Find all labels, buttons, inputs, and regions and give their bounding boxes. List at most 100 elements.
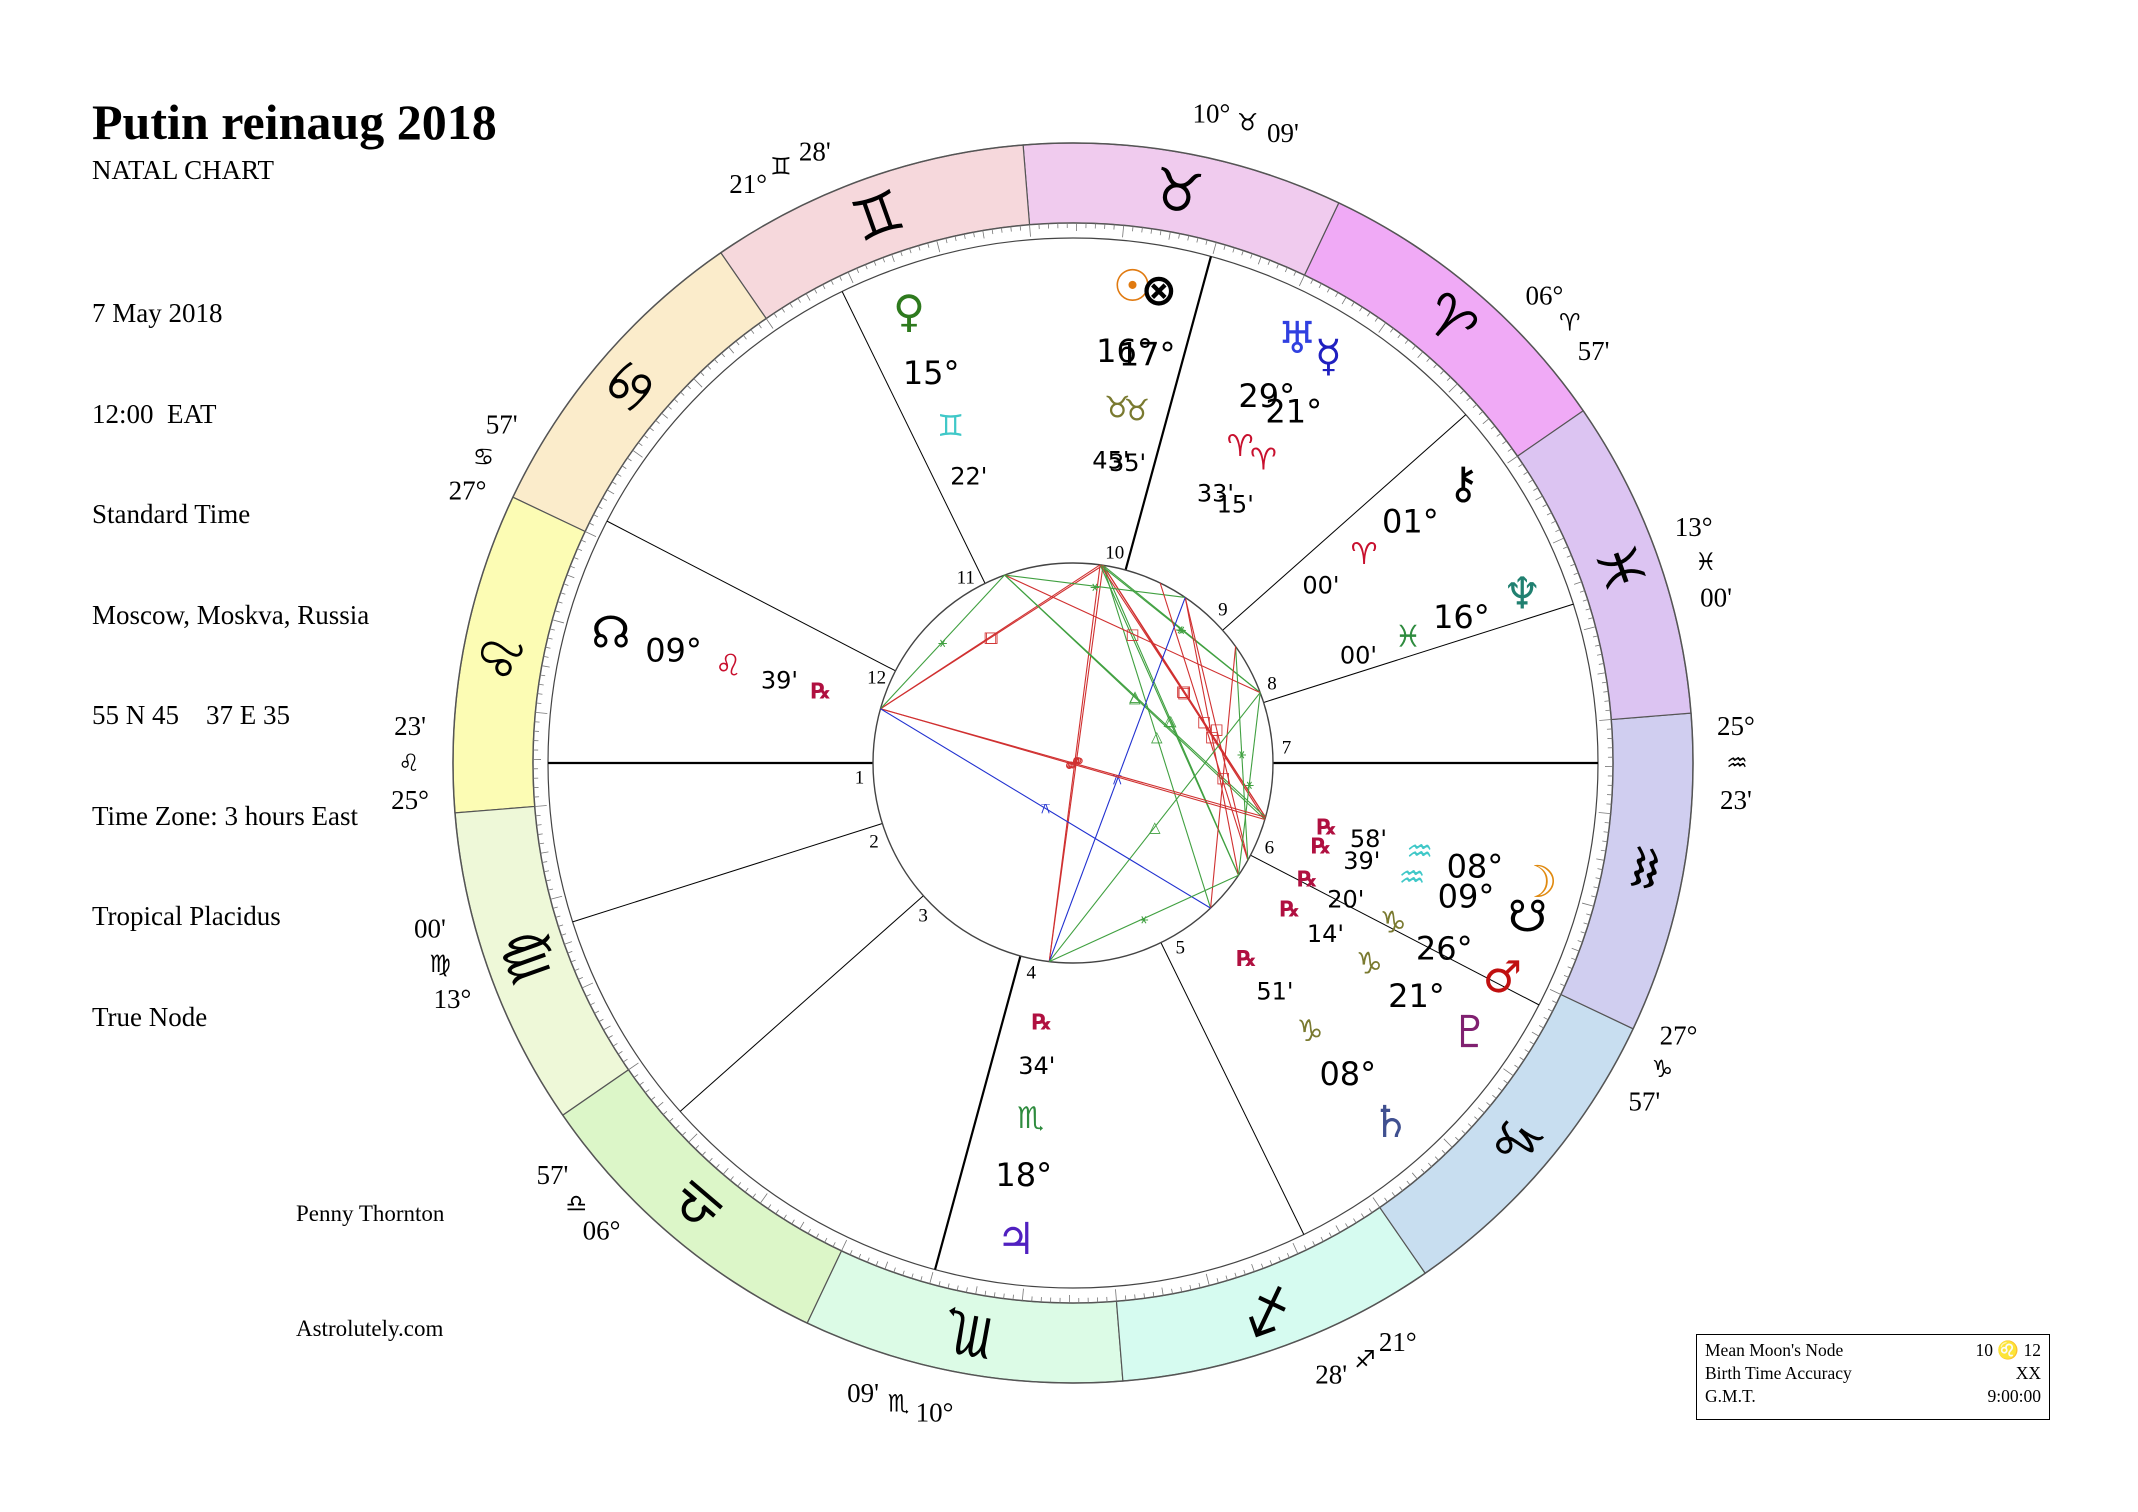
part-of-fortune-icon: ⊗ (1140, 265, 1177, 316)
degree-tick (1571, 947, 1580, 952)
degree-tick (752, 1193, 756, 1198)
degree-tick (1585, 608, 1591, 611)
degree-tick (839, 275, 843, 281)
degree-tick (1168, 231, 1171, 240)
degree-tick (936, 240, 941, 253)
degree-tick (1528, 479, 1534, 483)
degree-tick (830, 280, 834, 285)
degree-tick (824, 1237, 828, 1243)
degree-tick (1152, 1291, 1155, 1297)
planet-north-node: ☊ 09° ♌ 39' ℞ (591, 607, 830, 704)
planet-chiron: ⚷01°♈ 00' (1302, 458, 1479, 599)
degree-tick (1573, 581, 1582, 585)
planet-minutes: 22' (950, 462, 987, 490)
degree-tick (1531, 1031, 1540, 1037)
cusp-degree: 13° (433, 984, 471, 1014)
degree-tick (822, 284, 826, 290)
planet-saturn: ♄08°♑51'℞ (1237, 947, 1411, 1148)
degree-tick (1567, 966, 1573, 970)
degree-tick (1243, 1269, 1246, 1275)
degree-tick (570, 565, 575, 569)
info-value: 10 ♌ 12 (1975, 1340, 2041, 1360)
degree-tick (1143, 1293, 1145, 1299)
planet-minutes: 35' (1109, 449, 1146, 477)
degree-tick (550, 895, 563, 900)
degree-tick (902, 1270, 905, 1276)
degree-tick (909, 248, 912, 254)
cusp-sign-icon: ♎ (565, 1190, 587, 1218)
degree-tick (1596, 858, 1605, 861)
cusp-sign-icon: ♑ (1652, 1055, 1674, 1083)
cusp-sign-icon: ♈ (1559, 308, 1581, 336)
cusp-minutes: 09' (1267, 118, 1299, 148)
cusp-degree: 10° (1193, 99, 1231, 129)
degree-tick (1466, 397, 1471, 402)
degree-tick (1446, 376, 1451, 381)
degree-tick (1161, 1287, 1164, 1296)
cusp-minutes: 28' (1315, 1360, 1347, 1390)
degree-tick (773, 313, 778, 318)
degree-tick (623, 1058, 628, 1063)
planet-minutes: 51' (1256, 978, 1293, 1006)
degree-tick (577, 548, 583, 552)
degree-tick (765, 318, 774, 329)
degree-tick (661, 412, 669, 419)
aspect-symbol-icon: △ (1164, 711, 1176, 729)
degree-tick (1581, 902, 1594, 907)
degree-tick (1482, 418, 1490, 425)
planet-sign-icon: ♉ (1104, 390, 1131, 425)
degree-tick (1428, 1162, 1432, 1167)
aspect-symbol-icon: ⚹ (1245, 775, 1254, 793)
degree-tick (1397, 333, 1402, 339)
house-number-12: 12 (867, 667, 886, 688)
detail-coordinates: 55 N 45 37 E 35 (92, 700, 290, 730)
degree-tick (589, 522, 594, 526)
degree-tick (1433, 363, 1438, 369)
degree-tick (693, 378, 703, 388)
degree-tick (841, 1239, 848, 1252)
degree-tick (1426, 357, 1431, 362)
degree-tick (1560, 983, 1565, 987)
degree-tick (563, 583, 569, 586)
degree-tick (1563, 974, 1569, 978)
aspect-line (1004, 574, 1186, 598)
degree-tick (1535, 495, 1543, 501)
house-cusp-line-2 (572, 823, 883, 923)
degree-tick (541, 665, 550, 668)
planet-uranus: ♅ 29° ♈ 33' (1197, 313, 1317, 507)
degree-tick (680, 391, 685, 396)
degree-tick (1594, 644, 1601, 647)
aspect-line (1159, 582, 1249, 861)
jupiter-icon: ♃ (996, 1214, 1035, 1265)
degree-tick (993, 1292, 996, 1298)
degree-tick (973, 232, 975, 238)
degree-tick (539, 842, 545, 845)
degree-tick (799, 1221, 805, 1230)
house-number-11: 11 (957, 567, 975, 588)
aspect-line (1099, 564, 1266, 818)
planet-sign-icon: ♓ (1395, 619, 1422, 654)
degree-tick (597, 505, 603, 510)
degree-tick (927, 242, 930, 248)
degree-tick (911, 1273, 914, 1279)
cusp-minutes: 57' (1578, 336, 1610, 366)
degree-tick (1502, 440, 1507, 445)
degree-tick (743, 335, 747, 340)
degree-tick (656, 1101, 664, 1108)
degree-tick (1597, 672, 1606, 675)
degree-tick (1198, 1282, 1201, 1288)
degree-tick (673, 398, 679, 403)
degree-tick (1552, 1000, 1557, 1004)
detail-time-type: Standard Time (92, 499, 251, 529)
degree-tick (1234, 1272, 1237, 1278)
planet-degree: 09° (645, 631, 702, 669)
aspect-symbol-icon: ☍ (1065, 754, 1080, 772)
house-cusp-line-5 (1160, 942, 1305, 1235)
degree-tick (1478, 411, 1484, 416)
house-number-4: 4 (1027, 962, 1037, 983)
retrograde-icon: ℞ (811, 679, 831, 704)
degree-tick (730, 1176, 734, 1181)
aspect-symbol-icon: ⚹ (938, 633, 947, 651)
degree-tick (606, 489, 615, 495)
degree-tick (947, 1283, 950, 1289)
